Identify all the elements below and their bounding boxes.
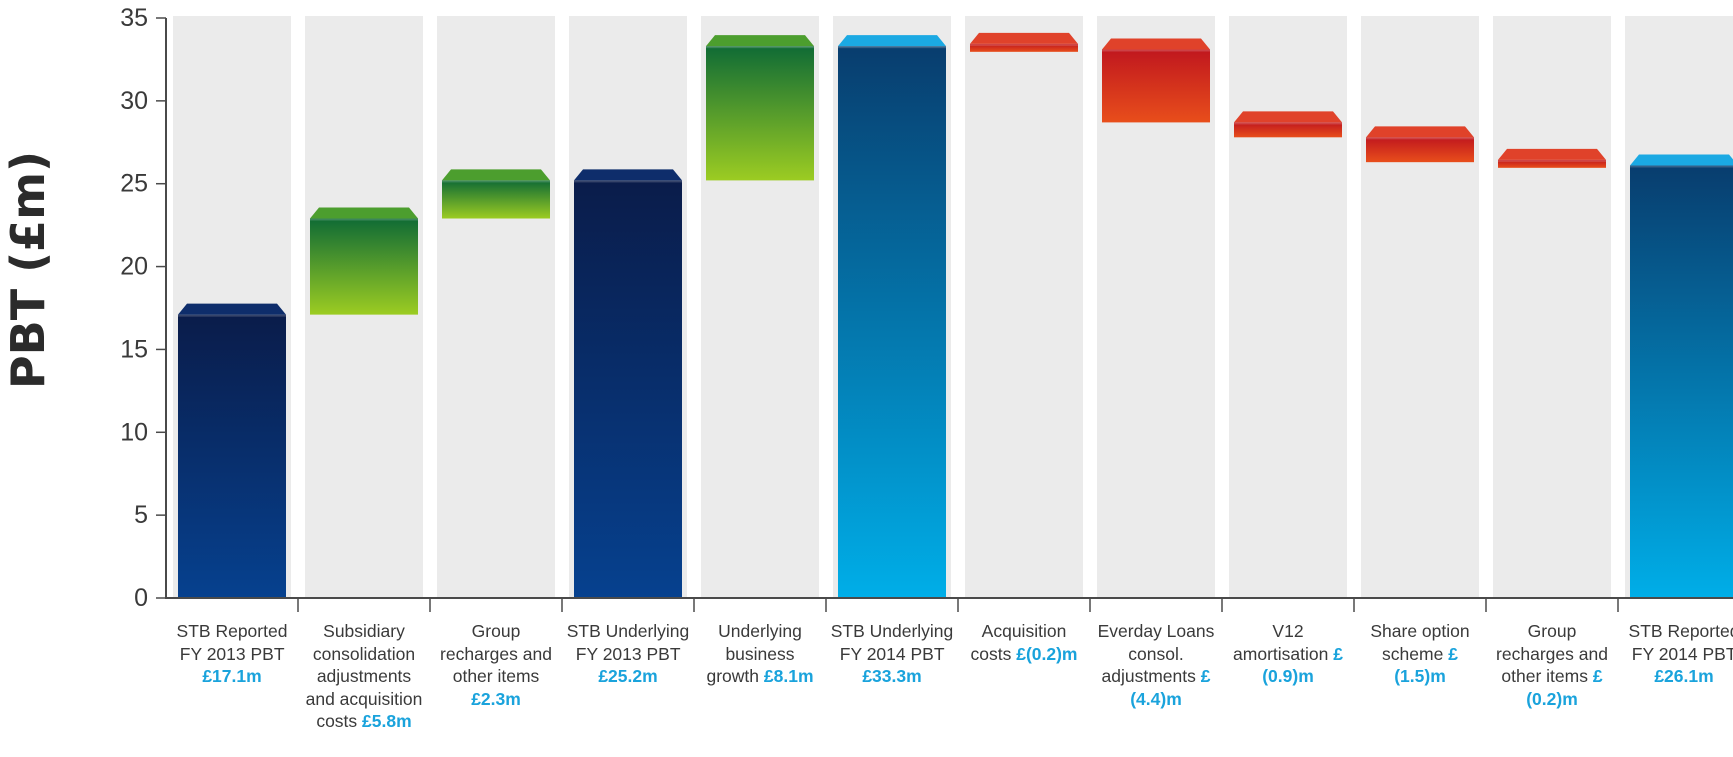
category-label: STB Underlying FY 2013 PBT	[566, 621, 690, 664]
bar-subsidiary-consolidation-adjustments-and-acquisition-costs-2	[310, 218, 418, 315]
bar-highlight	[970, 43, 1078, 46]
bar-highlight	[838, 46, 946, 49]
bar-highlight	[442, 180, 550, 183]
bar-v12-amortisation-9	[1234, 122, 1342, 138]
data-label: £(4.4)m	[1130, 666, 1211, 709]
bar-everday-loans-consol-adjustments-8	[1102, 49, 1210, 123]
data-label: £33.3m	[862, 666, 922, 686]
data-label: £(1.5)m	[1394, 643, 1458, 687]
data-label: £(0.2)m	[1016, 643, 1078, 664]
bar-cap-v12-amortisation-9	[1234, 111, 1342, 123]
data-label: £(0.9)m	[1262, 643, 1343, 687]
y-tick-label: 0	[134, 584, 148, 612]
bar-acquisition-costs-7	[970, 43, 1078, 52]
category-label: V12 amortisation	[1233, 621, 1329, 664]
bar-underlying-business-growth-5	[706, 46, 814, 181]
bar-highlight	[1234, 122, 1342, 125]
x-tick-label-8: Everday Loans consol. adjustments £(4.4)…	[1094, 620, 1218, 710]
x-tick-label-6: STB Underlying FY 2014 PBT £33.3m	[830, 620, 954, 688]
x-tick-label-1: STB Reported FY 2013 PBT £17.1m	[170, 620, 294, 688]
bar-highlight	[1630, 165, 1733, 168]
category-label: Share option scheme	[1370, 621, 1470, 664]
x-tick-label-10: Share option scheme £(1.5)m	[1358, 620, 1482, 688]
y-tick-label: 15	[120, 335, 148, 363]
x-tick-label-4: STB Underlying FY 2013 PBT £25.2m	[566, 620, 690, 688]
column-background	[437, 16, 555, 598]
column-background	[1493, 16, 1611, 598]
bar-group-recharges-and-other-items-3	[442, 180, 550, 219]
category-label: Underlying business growth	[706, 621, 802, 686]
data-label: £2.3m	[471, 688, 521, 709]
bar-highlight	[1498, 159, 1606, 162]
bar-cap-stb-reported-fy-2013-pbt-1	[178, 303, 286, 315]
bar-highlight	[574, 180, 682, 183]
bar-cap-underlying-business-growth-5	[706, 35, 814, 47]
bar-stb-underlying-fy-2013-pbt-4	[574, 180, 682, 598]
bar-highlight	[706, 46, 814, 49]
data-label: £26.1m	[1654, 666, 1714, 686]
bar-cap-share-option-scheme-10	[1366, 126, 1474, 138]
bar-cap-acquisition-costs-7	[970, 32, 1078, 44]
column-background	[1361, 16, 1479, 598]
x-tick-label-5: Underlying business growth £8.1m	[698, 620, 822, 688]
bar-cap-everday-loans-consol-adjustments-8	[1102, 38, 1210, 50]
x-tick-label-9: V12 amortisation £(0.9)m	[1226, 620, 1350, 688]
x-tick-label-11: Group recharges and other items £(0.2)m	[1490, 620, 1614, 710]
bar-highlight	[1366, 137, 1474, 140]
y-axis-title-text: PBT (£m)	[1, 150, 55, 390]
data-label: £25.2m	[598, 666, 658, 686]
bar-highlight	[178, 314, 286, 317]
category-label: Everday Loans consol. adjustments	[1097, 621, 1215, 686]
bar-group-recharges-and-other-items-11	[1498, 159, 1606, 168]
bar-cap-group-recharges-and-other-items-3	[442, 169, 550, 181]
column-background	[965, 16, 1083, 598]
y-tick-label: 25	[120, 170, 148, 198]
category-label: STB Underlying FY 2014 PBT	[830, 621, 954, 664]
bar-stb-reported-fy-2013-pbt-1	[178, 314, 286, 598]
y-tick-label: 20	[120, 253, 148, 281]
y-tick-label: 5	[134, 501, 148, 529]
bar-highlight	[310, 218, 418, 221]
data-label: £8.1m	[763, 666, 814, 686]
x-tick-label-2: Subsidiary consolidation adjustments and…	[302, 620, 426, 733]
y-tick-label: 35	[120, 4, 148, 32]
column-background	[1229, 16, 1347, 598]
category-label: STB Reported FY 2013 PBT	[176, 621, 288, 664]
bar-cap-stb-underlying-fy-2014-pbt-6	[838, 35, 946, 47]
bar-cap-subsidiary-consolidation-adjustments-and-acquisition-costs-2	[310, 207, 418, 219]
x-tick-label-7: Acquisition costs £(0.2)m	[962, 620, 1086, 665]
category-label: STB Reported FY 2014 PBT	[1628, 621, 1733, 664]
y-tick-label: 30	[120, 87, 148, 115]
bar-stb-reported-fy-2014-pbt-12	[1630, 165, 1733, 598]
data-label: £5.8m	[362, 711, 412, 731]
y-tick-label: 10	[120, 418, 148, 446]
bar-highlight	[1102, 49, 1210, 52]
bar-cap-stb-reported-fy-2014-pbt-12	[1630, 154, 1733, 166]
category-label: Group recharges and other items	[440, 621, 552, 686]
data-label: £17.1m	[202, 666, 262, 686]
bar-cap-group-recharges-and-other-items-11	[1498, 148, 1606, 160]
x-tick-label-12: STB Reported FY 2014 PBT £26.1m	[1622, 620, 1733, 688]
category-label: Subsidiary consolidation adjustments and…	[305, 621, 423, 731]
category-label: Group recharges and other items	[1496, 621, 1608, 686]
bar-share-option-scheme-10	[1366, 137, 1474, 163]
data-label: £(0.2)m	[1526, 666, 1603, 709]
bar-cap-stb-underlying-fy-2013-pbt-4	[574, 169, 682, 181]
category-label: Acquisition costs	[970, 621, 1067, 664]
bar-stb-underlying-fy-2014-pbt-6	[838, 46, 946, 598]
x-tick-label-3: Group recharges and other items £2.3m	[434, 620, 558, 710]
